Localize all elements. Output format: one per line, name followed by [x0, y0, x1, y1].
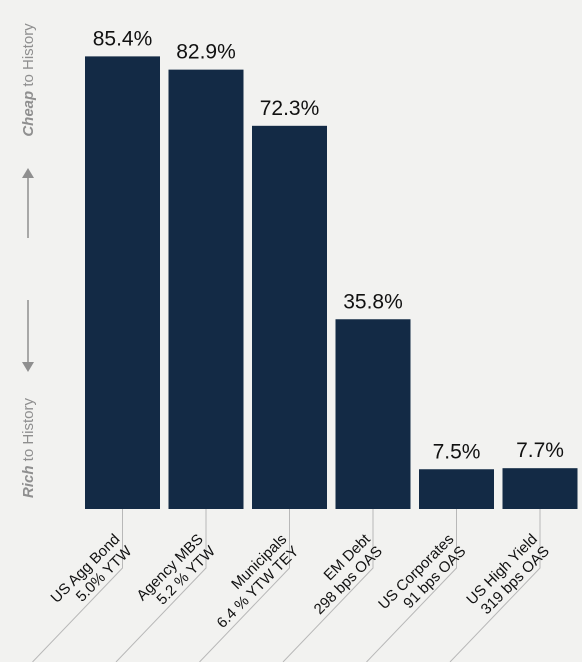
leader-line-5: [366, 509, 457, 662]
cheap-to-history-label: Cheap to History: [20, 23, 37, 137]
category-label-6: US High Yield319 bps OAS: [463, 531, 552, 620]
bar-5: [419, 469, 494, 509]
cheap-label-rest: to History: [20, 23, 37, 91]
up-arrow-icon: [22, 168, 34, 178]
leader-line-6: [449, 509, 541, 662]
value-label-2: 82.9%: [176, 41, 236, 64]
leader-line-2: [115, 509, 207, 662]
value-label-4: 35.8%: [343, 290, 403, 313]
category-label-2: Agency MBS5.2 % YTW: [133, 530, 219, 616]
rich-label-rest: to History: [20, 397, 37, 465]
category-label-4: EM Debt298 bps OAS: [299, 530, 387, 618]
value-label-5: 7.5%: [433, 440, 481, 463]
down-arrow-icon: [22, 362, 34, 372]
leader-line-4: [282, 509, 374, 662]
bar-6: [502, 468, 578, 509]
y-axis-indicator: Cheap to History Rich to History: [20, 23, 37, 498]
leader-lines-layer: [32, 509, 541, 662]
bar-3: [252, 125, 327, 509]
rich-to-history-label: Rich to History: [20, 397, 37, 498]
category-label-5: US Corporates91 bps OAS: [375, 531, 469, 625]
bar-2: [168, 69, 244, 509]
category-label-3: Municipals6.4 % YTW TEY: [201, 531, 302, 632]
bar-1: [85, 56, 160, 509]
leader-line-1: [32, 509, 123, 662]
category-label-1: US Agg Bond5.0% YTW: [48, 530, 136, 618]
bar-4: [335, 319, 411, 509]
value-label-3: 72.3%: [260, 97, 320, 120]
cheap-label-bold: Cheap: [20, 91, 37, 137]
leader-line-3: [199, 509, 290, 662]
value-label-6: 7.7%: [516, 439, 564, 462]
value-label-1: 85.4%: [93, 27, 153, 50]
rich-label-bold: Rich: [20, 466, 37, 499]
bars-layer: 85.4% 82.9% 72.3% 35.8% 7.5% 7.7%: [85, 27, 578, 509]
